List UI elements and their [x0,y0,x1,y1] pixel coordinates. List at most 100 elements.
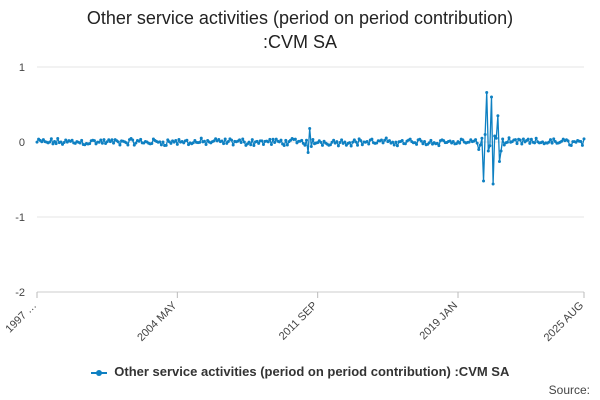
data-point [150,142,154,146]
data-point [250,138,254,142]
data-point [486,149,490,153]
data-point [582,137,586,141]
data-point [48,140,52,144]
data-point [370,137,374,141]
data-point [230,138,234,142]
data-point [477,148,481,151]
data-point [400,138,404,142]
data-point [64,138,68,142]
data-point [311,137,315,141]
data-point [490,95,494,99]
chart-title-line-1: Other service activities (period on peri… [86,8,514,28]
data-point [59,140,63,144]
data-point [269,143,273,147]
data-point [174,138,178,142]
data-point [348,141,352,145]
data-point [415,142,419,146]
data-point [497,160,501,163]
data-point [202,139,206,143]
y-tick-label: -2 [15,287,25,299]
data-point [488,144,492,148]
data-point [360,143,364,147]
data-point [51,142,55,146]
data-point [247,140,251,144]
data-point [41,138,45,142]
data-point [271,137,275,141]
data-point [408,137,412,141]
data-point [387,139,391,143]
data-point [273,141,277,145]
data-point [100,141,104,145]
data-point [255,139,259,143]
data-point [118,143,122,147]
data-point [35,140,39,144]
data-point [282,144,286,148]
data-point [159,143,163,147]
data-point [579,139,583,143]
data-point [279,138,283,142]
data-point [569,144,573,148]
data-point [482,179,486,183]
data-point [483,133,487,136]
data-point [437,144,441,148]
data-point [116,140,120,144]
data-point [241,137,245,141]
data-point [257,141,261,145]
data-point [40,140,44,144]
data-point [212,139,216,143]
data-point [99,138,103,142]
data-point [70,138,74,142]
data-point [533,141,537,145]
data-point [391,140,395,144]
data-point [351,140,355,144]
legend[interactable]: Other service activities (period on peri… [0,364,600,379]
data-point [126,143,130,147]
data-point [550,141,554,145]
chart-title-line-2: :CVM SA [262,32,337,52]
data-point [461,138,465,142]
data-point [214,137,218,141]
data-point [435,141,439,145]
data-point [303,143,307,147]
data-point [300,138,304,142]
data-point [485,91,489,94]
data-point [56,136,60,140]
x-tick-label: 1997 … [3,300,39,336]
data-point [528,141,532,145]
data-point [352,138,356,142]
data-point [238,138,242,142]
data-point [493,134,497,138]
data-point [338,140,342,144]
data-point [266,140,270,144]
y-tick-label: 0 [19,137,25,149]
data-point [239,140,243,144]
data-point [185,138,189,142]
x-tick-label: 2011 SEP [277,300,320,343]
data-point [308,127,312,130]
legend-swatch [90,368,107,378]
data-point [204,142,208,146]
data-point [320,143,324,147]
data-point [274,137,278,141]
data-point [223,137,227,141]
data-point [336,144,340,148]
data-point [494,136,498,140]
data-point [53,140,57,144]
data-point [332,138,336,142]
data-point [507,136,511,140]
data-point [199,136,203,140]
data-point [285,143,289,147]
data-point [268,137,272,141]
y-tick-label: 1 [19,62,25,74]
data-point [293,137,297,141]
data-point [505,140,509,144]
data-point [261,143,265,147]
data-point [97,140,101,144]
data-point [501,137,505,141]
data-point [132,143,136,147]
data-point [375,141,379,145]
data-point [549,138,553,142]
data-point [429,138,433,142]
x-tick-label: 2025 AUG [542,300,586,344]
data-point [421,142,425,146]
